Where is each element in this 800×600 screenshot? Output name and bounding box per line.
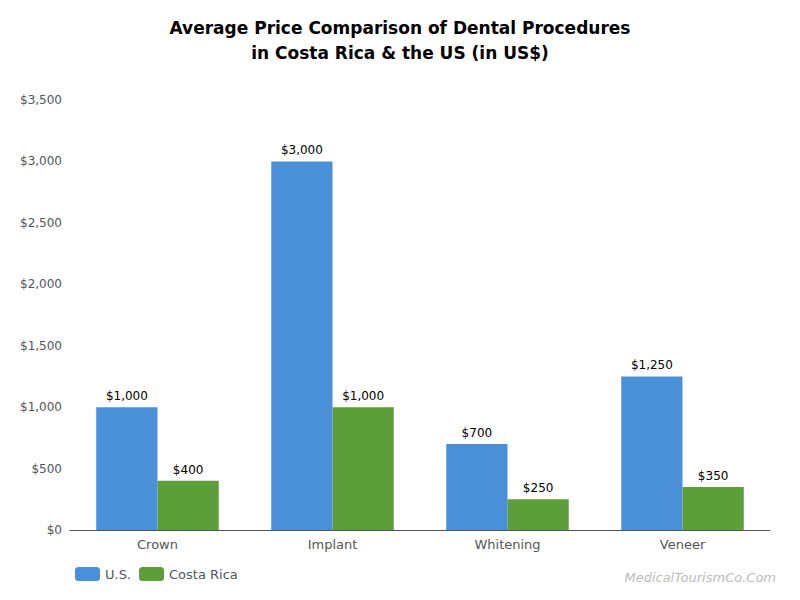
svg-text:$700: $700: [462, 426, 493, 440]
svg-text:$3,000: $3,000: [20, 154, 62, 168]
svg-text:$3,000: $3,000: [281, 143, 323, 157]
svg-text:Crown: Crown: [137, 537, 178, 552]
svg-text:U.S.: U.S.: [105, 567, 131, 582]
svg-text:MedicalTourismCo.Com: MedicalTourismCo.Com: [624, 570, 776, 585]
svg-text:$1,000: $1,000: [20, 400, 62, 414]
svg-text:$1,250: $1,250: [631, 358, 673, 372]
svg-text:$250: $250: [523, 481, 554, 495]
svg-text:$400: $400: [173, 463, 204, 477]
svg-text:$2,500: $2,500: [20, 216, 62, 230]
svg-text:$0: $0: [47, 523, 62, 537]
svg-text:$350: $350: [698, 469, 729, 483]
svg-text:Costa Rica: Costa Rica: [169, 567, 238, 582]
svg-text:$3,500: $3,500: [20, 93, 62, 107]
svg-text:$1,000: $1,000: [106, 389, 148, 403]
svg-text:Implant: Implant: [308, 537, 358, 552]
svg-text:Whitening: Whitening: [474, 537, 540, 552]
svg-text:Veneer: Veneer: [660, 537, 706, 552]
svg-text:$500: $500: [31, 462, 62, 476]
svg-text:$1,500: $1,500: [20, 339, 62, 353]
svg-text:$2,000: $2,000: [20, 277, 62, 291]
svg-text:$1,000: $1,000: [342, 389, 384, 403]
svg-text:in Costa Rica & the US (in US$: in Costa Rica & the US (in US$): [251, 43, 549, 63]
svg-text:Average Price Comparison of De: Average Price Comparison of Dental Proce…: [170, 18, 631, 38]
